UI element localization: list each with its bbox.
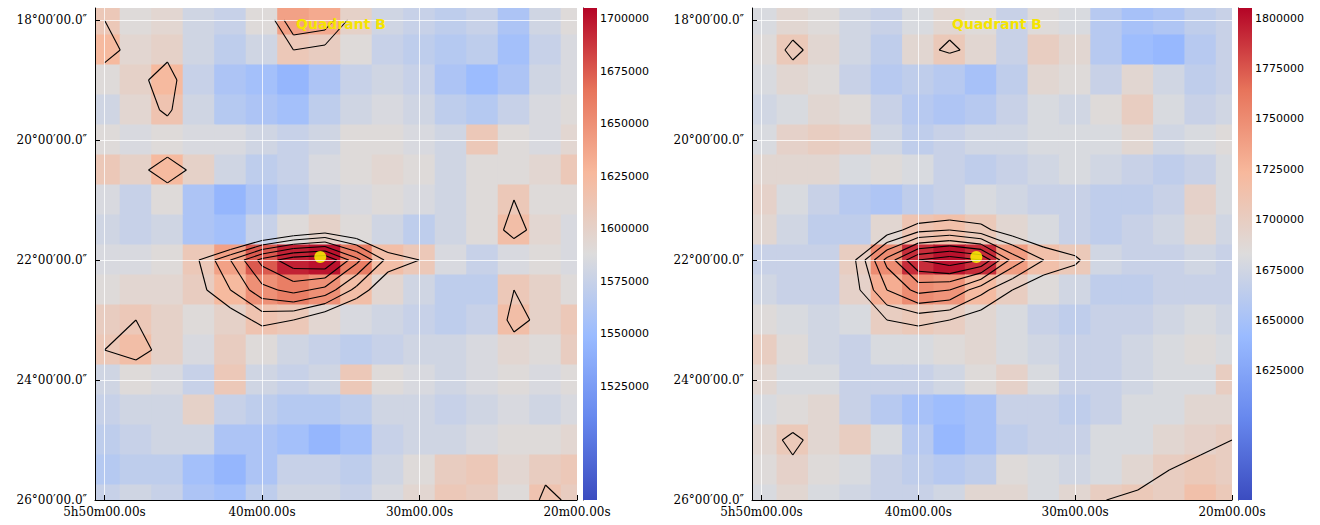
svg-text:40m00.00s: 40m00.00s (228, 505, 295, 519)
svg-text:30m00.00s: 30m00.00s (386, 505, 453, 519)
svg-text:26°00′00.0″: 26°00′00.0″ (16, 493, 87, 507)
svg-text:20°00′00.0″: 20°00′00.0″ (674, 133, 745, 147)
svg-text:18°00′00.0″: 18°00′00.0″ (17, 13, 88, 27)
svg-text:1675000: 1675000 (600, 65, 649, 78)
svg-text:5h50m00.00s: 5h50m00.00s (720, 505, 803, 519)
svg-text:30m00.00s: 30m00.00s (1042, 505, 1109, 519)
svg-text:1700000: 1700000 (1255, 213, 1304, 226)
svg-text:1675000: 1675000 (1255, 264, 1304, 277)
svg-text:1525000: 1525000 (600, 380, 649, 393)
svg-text:1625000: 1625000 (1255, 364, 1304, 377)
svg-text:24°00′00.0″: 24°00′00.0″ (17, 373, 88, 387)
svg-text:22°00′00.0″: 22°00′00.0″ (674, 253, 745, 267)
svg-text:1800000: 1800000 (1255, 12, 1304, 25)
svg-text:20°00′00.0″: 20°00′00.0″ (17, 133, 88, 147)
svg-text:1575000: 1575000 (600, 275, 649, 288)
svg-text:1775000: 1775000 (1255, 62, 1304, 75)
svg-text:1750000: 1750000 (1255, 112, 1304, 125)
svg-text:40m00.00s: 40m00.00s (885, 505, 952, 519)
svg-text:1650000: 1650000 (1255, 314, 1304, 327)
svg-text:1650000: 1650000 (600, 117, 649, 130)
svg-text:24°00′00.0″: 24°00′00.0″ (674, 373, 745, 387)
svg-text:Quadrant B: Quadrant B (952, 16, 1042, 32)
svg-text:1550000: 1550000 (600, 327, 649, 340)
svg-text:5h50m00.00s: 5h50m00.00s (63, 505, 146, 519)
svg-text:20m00.00s: 20m00.00s (1198, 505, 1265, 519)
svg-text:1600000: 1600000 (600, 222, 649, 235)
svg-text:22°00′00.0″: 22°00′00.0″ (17, 253, 88, 267)
svg-text:1625000: 1625000 (600, 170, 649, 183)
svg-text:18°00′00.0″: 18°00′00.0″ (674, 13, 745, 27)
svg-text:26°00′00.0″: 26°00′00.0″ (673, 493, 744, 507)
svg-text:Quadrant B: Quadrant B (296, 16, 386, 32)
svg-text:1700000: 1700000 (600, 12, 649, 25)
svg-text:1725000: 1725000 (1255, 163, 1304, 176)
svg-text:20m00.00s: 20m00.00s (543, 505, 610, 519)
